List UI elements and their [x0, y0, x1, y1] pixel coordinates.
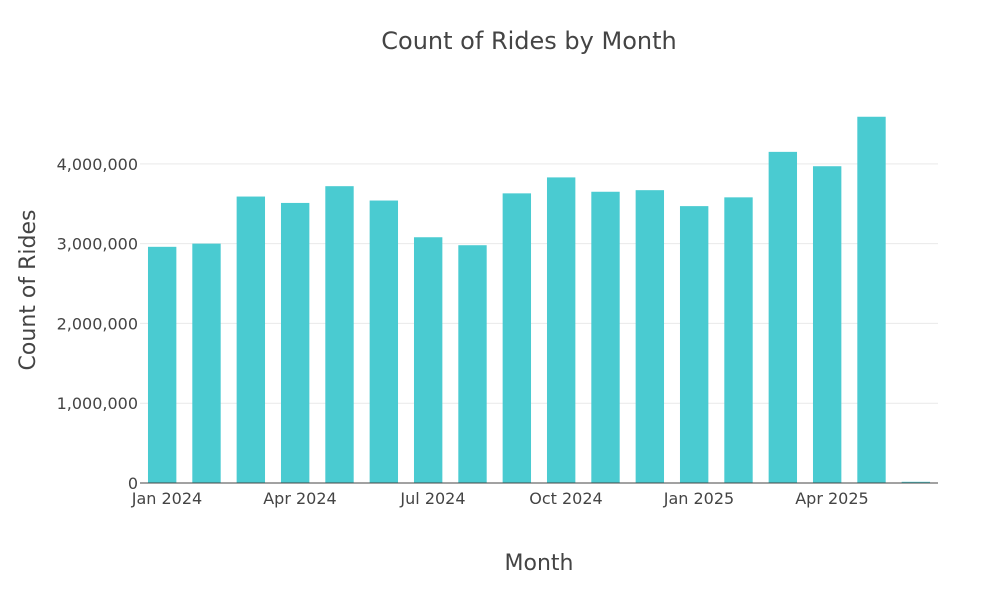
bar-2025-02[interactable]: [724, 197, 753, 484]
bar-2024-03[interactable]: [236, 196, 266, 483]
x-tick-labels: Jan 2024 Apr 2024 Jul 2024 Oct 2024 Jan 2025…: [131, 489, 869, 508]
y-axis-title: Count of Rides: [16, 210, 41, 371]
bar-2025-03[interactable]: [768, 151, 798, 484]
gridlines: [140, 163, 938, 404]
x-axis-title: Month: [505, 551, 574, 576]
x-tick-label: Oct 2024: [529, 489, 602, 508]
y-tick-label: 4,000,000: [57, 155, 138, 174]
bar-2024-10[interactable]: [546, 177, 576, 483]
y-tick-label: 2,000,000: [57, 314, 138, 333]
bar-2025-01[interactable]: [679, 206, 709, 483]
x-tick-label: Jan 2024: [131, 489, 202, 508]
bar-2024-11[interactable]: [591, 191, 620, 483]
bar-2024-01[interactable]: [147, 246, 177, 483]
x-tick-label: Jan 2025: [663, 489, 734, 508]
y-tick-label: 3,000,000: [57, 235, 138, 254]
chart-title: Count of Rides by Month: [381, 27, 676, 55]
bars: [147, 116, 931, 484]
bar-2024-07[interactable]: [413, 237, 443, 483]
x-tick-label: Apr 2024: [263, 489, 336, 508]
bar-2024-02[interactable]: [192, 243, 221, 483]
y-tick-labels: 0 1,000,000 2,000,000 3,000,000 4,000,000: [57, 155, 138, 493]
bar-2025-04[interactable]: [812, 166, 842, 483]
x-tick-label: Jul 2024: [399, 489, 465, 508]
bar-2025-06[interactable]: [901, 481, 931, 483]
bar-2024-09[interactable]: [502, 193, 532, 483]
bar-2024-08[interactable]: [458, 245, 487, 483]
bar-2024-04[interactable]: [280, 202, 310, 483]
bar-2024-12[interactable]: [635, 190, 665, 483]
bar-2024-05[interactable]: [325, 186, 354, 484]
x-tick-label: Apr 2025: [795, 489, 868, 508]
y-tick-label: 1,000,000: [57, 394, 138, 413]
y-tick-label: 0: [128, 474, 138, 493]
bar-2024-06[interactable]: [369, 200, 399, 483]
bar-2025-05[interactable]: [857, 116, 886, 483]
